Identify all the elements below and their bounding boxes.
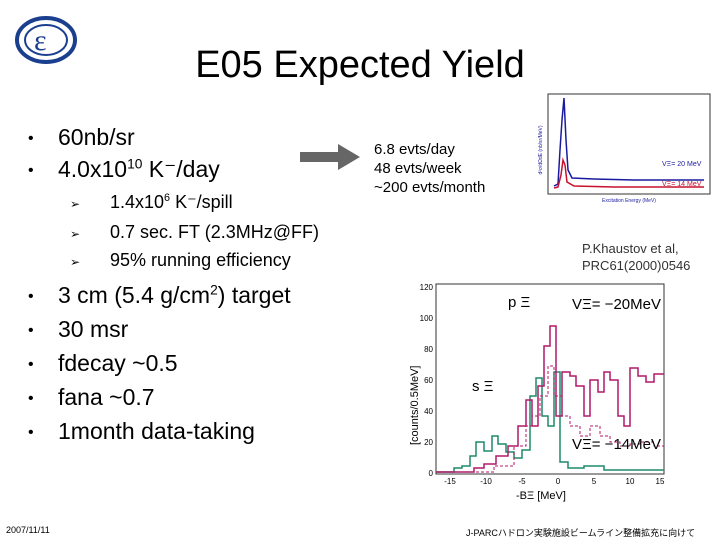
page-title: E05 Expected Yield [195, 44, 525, 86]
inset-series-14mev [553, 157, 704, 189]
sub-bullet-item: ➢ 1.4x106 K⁻/spill [66, 192, 233, 213]
bullet-sup: 10 [127, 156, 143, 172]
svg-text:ε: ε [34, 24, 47, 57]
green-series [436, 371, 664, 473]
bullet-symbol: • [28, 161, 34, 179]
ytick: 0 [429, 469, 434, 478]
bullet-symbol: • [28, 423, 34, 441]
sub-bullet-symbol: ➢ [70, 197, 81, 211]
bullet-text: 4.0x10 [58, 156, 128, 182]
bullet-item: • 30 msr [28, 316, 128, 343]
inset-series-20mev [553, 97, 704, 187]
bullet-text-rest: ) target [217, 282, 291, 308]
ytick: 40 [424, 407, 433, 416]
xtick: -5 [518, 477, 526, 486]
bullet-symbol: • [28, 287, 34, 305]
xtick: -10 [480, 477, 492, 486]
bullet-text: 3 cm (5.4 g/cm [58, 282, 211, 308]
ytick: 120 [420, 283, 434, 292]
sub-bullet-symbol: ➢ [70, 255, 81, 269]
bullet-item: • 1month data-taking [28, 418, 255, 445]
xtick: -15 [444, 477, 456, 486]
xtick: 0 [556, 477, 561, 486]
event-rates: 6.8 evts/day 48 evts/week ~200 evts/mont… [374, 140, 485, 197]
bullet-item: • 60nb/sr [28, 124, 135, 151]
sub-bullet-text: 95% running efficiency [110, 250, 291, 270]
rate-line: 6.8 evts/day [374, 141, 455, 158]
citation: P.Khaustov et al, PRC61(2000)0546 [582, 240, 690, 274]
bullet-sup: 2 [210, 282, 218, 298]
bullet-item: • fdecay ~0.5 [28, 350, 178, 377]
xtick: 5 [592, 477, 597, 486]
main-histogram-plot: 120 100 80 60 40 20 0 -15 -10 -5 0 5 10 … [420, 283, 665, 486]
ytick: 100 [420, 314, 434, 323]
bullet-item: • 4.0x1010 K⁻/day [28, 156, 220, 183]
main-plot-xlabel: -BΞ [MeV] [516, 490, 566, 502]
ytick: 60 [424, 376, 433, 385]
sub-bullet-text: 1.4x10 [110, 192, 165, 212]
inset-legend-20: VΞ= 20 MeV [662, 161, 702, 168]
bullet-text: fana ~0.7 [58, 384, 155, 410]
bullet-text: 30 msr [58, 316, 129, 342]
citation-line: PRC61(2000)0546 [582, 258, 691, 273]
inset-legend-14: VΞ= 14 MeV [662, 181, 702, 188]
magenta-series [436, 325, 664, 473]
magenta-series-alt [436, 365, 664, 473]
bullet-symbol: • [28, 355, 34, 373]
bullet-item: • fana ~0.7 [28, 384, 155, 411]
inset-xlabel: Excitation Energy (MeV) [602, 198, 656, 204]
sub-bullet-text: 0.7 sec. FT (2.3MHz@FF) [110, 222, 319, 242]
sub-bullet-item: ➢ 95% running efficiency [66, 250, 291, 271]
footer-text: J-PARCハドロン実験施設ビームライン整備拡充に向けて [466, 528, 696, 538]
bullet-item: • 3 cm (5.4 g/cm2) target [28, 282, 291, 309]
bullet-text: 60nb/sr [58, 124, 135, 150]
xtick: 15 [656, 477, 665, 486]
bullet-text: fdecay ~0.5 [58, 350, 178, 376]
date: 2007/11/11 [6, 525, 50, 535]
bullet-symbol: • [28, 129, 34, 147]
sub-bullet-item: ➢ 0.7 sec. FT (2.3MHz@FF) [66, 222, 319, 243]
rate-line: 48 evts/week [374, 160, 462, 177]
inset-ylabel: d²σ/dΩdE (nb/sr/MeV) [538, 125, 544, 174]
bullet-symbol: • [28, 389, 34, 407]
right-arrow-icon [300, 144, 360, 170]
sub-bullet-symbol: ➢ [70, 227, 81, 241]
rate-line: ~200 evts/month [374, 179, 486, 196]
inset-spectrum-plot: d²σ/dΩdE (nb/sr/MeV) Excitation Energy (… [538, 93, 711, 204]
ytick: 80 [424, 345, 433, 354]
bullet-text-rest: K⁻/day [142, 156, 220, 182]
xtick: 10 [626, 477, 635, 486]
label-v20: VΞ= −20MeV [572, 296, 661, 313]
label-s-xi: s Ξ [472, 378, 494, 395]
sub-bullet-sup: 6 [164, 192, 171, 204]
label-p-xi: p Ξ [508, 294, 531, 311]
bullet-text: 1month data-taking [58, 418, 255, 444]
bullet-symbol: • [28, 321, 34, 339]
sub-bullet-rest: K⁻/spill [170, 192, 233, 212]
label-v14: VΞ= −14MeV [572, 436, 661, 453]
citation-line: P.Khaustov et al, [582, 241, 679, 256]
logo: ε [15, 16, 77, 64]
ytick: 20 [424, 438, 433, 447]
